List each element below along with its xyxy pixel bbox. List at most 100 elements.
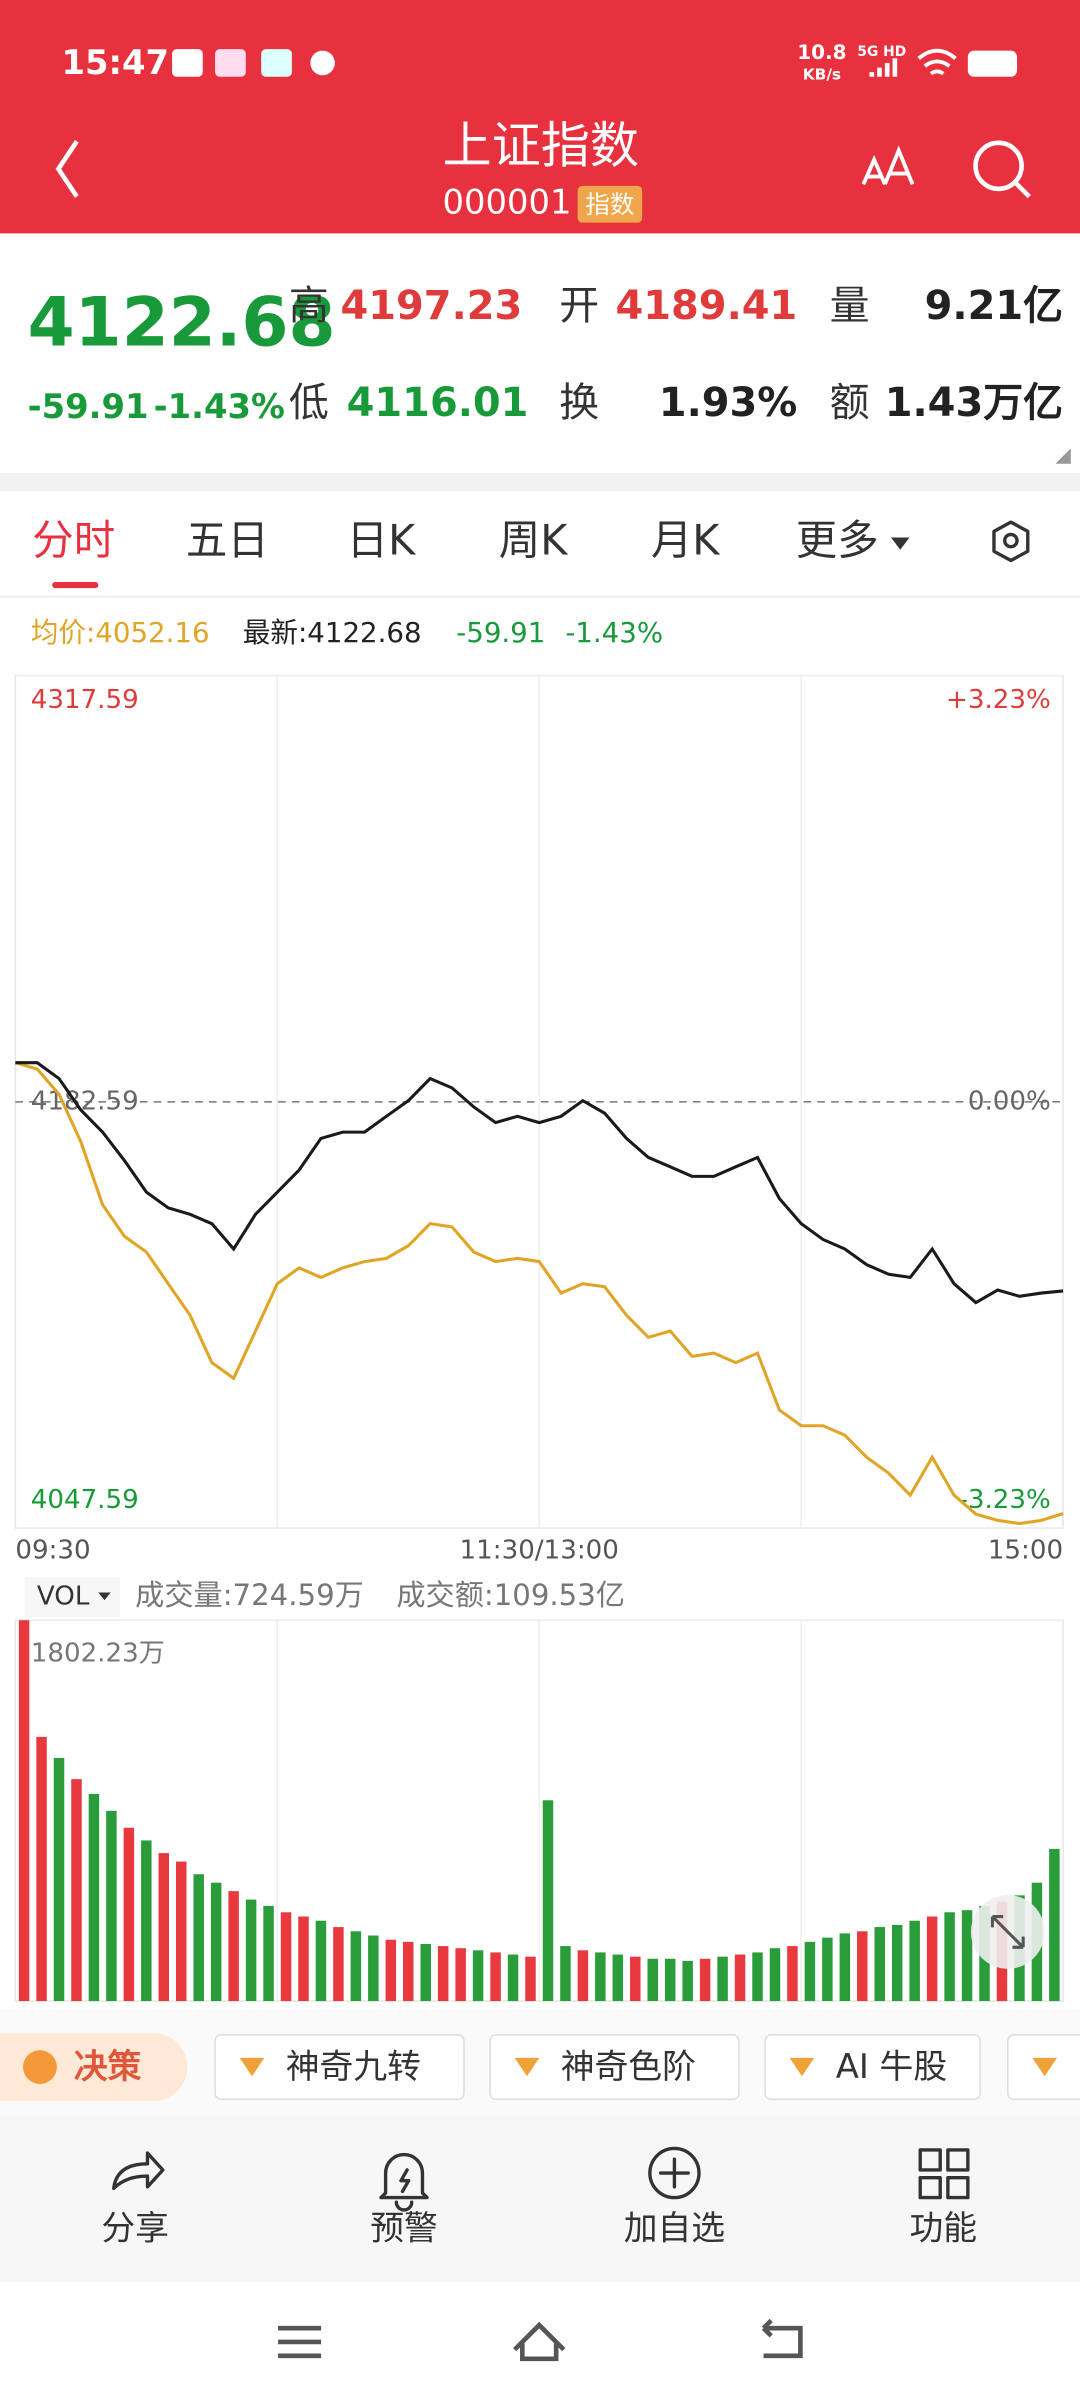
volume-bar [857,1931,868,2002]
tab[interactable]: 月K [651,517,721,565]
volume-bar [368,1935,379,2002]
tab-underline [52,582,99,589]
volume-bar [822,1937,833,2002]
stock-code: 000001 [442,183,571,222]
tool-label[interactable]: 决策 [74,2047,142,2086]
volume-bar [106,1810,117,2002]
volume-chart: 1802.23万 [15,1619,1064,2002]
volume-bar [141,1840,152,2002]
tool-label[interactable]: 神奇色阶 [561,2047,696,2086]
y-tick-label: 4047.59 [31,1485,139,1515]
volume-bar [560,1946,571,2002]
settings-icon[interactable] [1003,532,1019,549]
signal-type: 5G HD [857,44,906,60]
x-tick-label: 11:30/13:00 [460,1536,619,1566]
nav-home[interactable] [513,2321,566,2362]
field-label: 低 [289,380,329,426]
field-label: 换 [559,380,599,426]
tab[interactable]: 日K [347,517,417,565]
tool-button[interactable] [214,2034,465,2101]
settings-icon[interactable] [992,520,1030,563]
fullscreen-icon[interactable] [990,1915,1025,1949]
tab[interactable]: 周K [499,517,569,565]
volume-bar [699,1958,711,2002]
expand-corner[interactable] [1055,448,1071,464]
volume-bar [71,1779,82,2002]
amount-total: 成交额:109.53亿 [396,1578,625,1612]
share-icon[interactable] [111,2151,165,2191]
volume-bar [926,1916,938,2002]
latest-change: -59.91 [456,616,545,649]
action-label[interactable]: 功能 [909,2208,977,2247]
tab[interactable]: 更多 [796,517,879,565]
volume-bar [961,1910,973,2002]
tool-button[interactable] [764,2034,981,2101]
search-icon[interactable] [1013,181,1031,199]
page-title: 上证指数 [442,116,639,174]
volume-bar [664,1958,676,2002]
x-tick-label: 09:30 [15,1536,90,1566]
tool-pill[interactable] [0,2033,188,2101]
tool-label[interactable]: 神奇九转 [286,2047,421,2086]
price-chart: 4047.59 4182.59 4317.59 -3.23% 0.00% +3.23% 09… [14,674,1064,1566]
volume-bar [1049,1848,1060,2002]
divider [0,595,1080,598]
volume-bar [472,1950,484,2002]
x-tick-label: 15:00 [988,1536,1063,1566]
change: -59.91 [28,387,149,426]
signal-icon [869,58,898,77]
nav-back[interactable] [761,2318,803,2359]
volume-bar [647,1958,658,2002]
action-label[interactable]: 分享 [101,2208,169,2247]
status-icon [261,49,292,77]
settings-button[interactable] [992,520,1030,563]
font-size-button[interactable] [861,145,915,186]
search-button[interactable] [973,140,1031,199]
volume-bar [577,1950,589,2002]
index-badge: 指数 [585,190,634,219]
badge-bg [577,185,643,223]
volume-bar [210,1882,222,2002]
tab[interactable]: 五日 [186,517,269,565]
action-label[interactable]: 加自选 [624,2208,725,2247]
nav-menu[interactable] [278,2325,322,2359]
field-label: 高 [289,283,329,329]
field-value: 4116.01 [347,380,529,426]
fullscreen-button[interactable] [970,1895,1045,1969]
action-bar [0,2116,1080,2283]
font-icon[interactable] [861,145,915,186]
status-time: 15:47 [61,43,169,82]
volume-bar [437,1946,449,2002]
vol-selector[interactable]: VOL [37,1582,90,1612]
volume-bar [874,1927,885,2002]
tool-icon [23,2050,57,2084]
price: 4122.68 [28,283,336,362]
field-value: 1.93% [659,380,798,426]
change-pct: -1.43% [154,387,285,426]
volume-bar [769,1948,781,2002]
volume-bar [804,1941,816,2002]
alert-icon[interactable] [379,2152,429,2212]
tool-button[interactable] [489,2034,740,2101]
volume-bar [385,1939,397,2002]
volume-bar [525,1956,536,2002]
search-icon[interactable] [973,140,1024,192]
action-label[interactable]: 预警 [370,2208,438,2247]
volume-bar [420,1943,431,2002]
volume-bar [245,1899,257,2002]
volume-bar [280,1912,292,2002]
volume-bar [787,1946,798,2002]
add-icon[interactable] [648,2146,701,2200]
divider [0,472,1080,492]
tab[interactable]: 分时 [32,517,115,565]
volume-bar [315,1920,327,2002]
volume-bar [158,1853,170,2002]
field-label: 量 [830,283,870,329]
menu-icon[interactable] [918,2148,970,2200]
back-button[interactable] [55,140,79,198]
add-icon[interactable] [658,2157,690,2189]
volume-bar [752,1952,763,2002]
tool-label[interactable]: AI 牛股 [836,2047,947,2086]
